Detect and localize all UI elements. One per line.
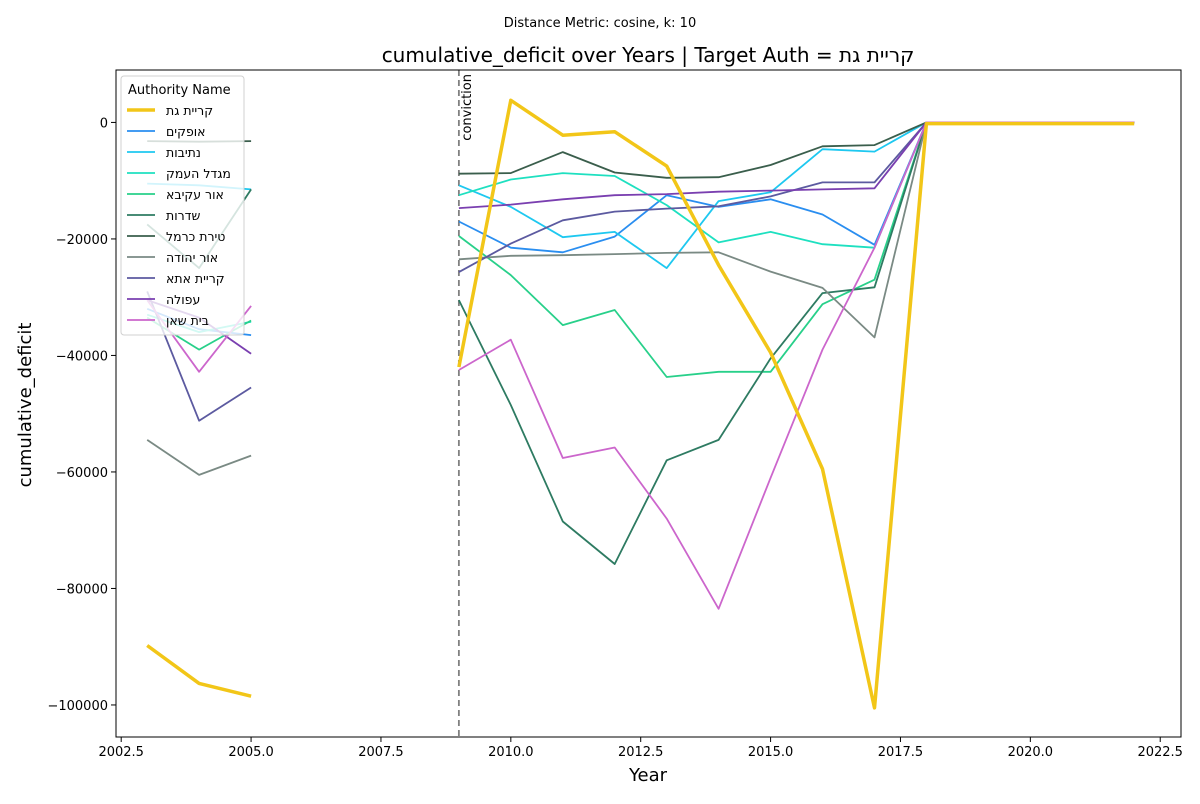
- legend-label: נתיבות: [166, 145, 201, 160]
- y-tick-label: −100000: [47, 699, 108, 714]
- x-tick-label: 2010.0: [488, 745, 534, 760]
- x-tick-label: 2002.5: [98, 745, 144, 760]
- legend-box: [120, 75, 245, 336]
- x-tick-label: 2022.5: [1137, 745, 1183, 760]
- axes-frame: [115, 69, 1182, 738]
- x-tick-label: 2020.0: [1008, 745, 1054, 760]
- x-tick-label: 2012.5: [618, 745, 664, 760]
- axes: 2002.5 2005.0 2007.5 2010.0 2012.5 2015.0 2017…: [47, 69, 1183, 760]
- legend-label: קריית גת: [166, 103, 213, 118]
- legend-label: טירת כרמל: [166, 229, 225, 244]
- conviction-label: conviction: [460, 74, 475, 141]
- x-tick-label: 2007.5: [358, 745, 404, 760]
- y-tick-label: −60000: [56, 466, 108, 481]
- legend-label: אופקים: [166, 124, 206, 139]
- y-tick-label: −80000: [56, 582, 108, 597]
- y-tick-label: −40000: [56, 349, 108, 364]
- y-tick-label: 0: [100, 116, 108, 131]
- legend-label: אור עקיבא: [166, 187, 224, 202]
- series-line-1-segment-1: [146, 644, 252, 698]
- x-tick-label: 2005.0: [228, 745, 274, 760]
- legend-label: עפולה: [166, 292, 200, 307]
- legend: Authority Name קריית גת אופקים נתיבות מגדל ה…: [120, 75, 245, 336]
- series-line-8-segment-1: [146, 439, 252, 476]
- x-tick-label: 2017.5: [878, 745, 924, 760]
- x-axis-label: Year: [628, 765, 668, 786]
- legend-label: אור יהודה: [166, 250, 218, 265]
- y-tick-label: −20000: [56, 233, 108, 248]
- legend-label: בית שאן: [166, 313, 209, 328]
- chart-title: cumulative_deficit over Years | Target A…: [382, 43, 915, 67]
- y-axis-label: cumulative_deficit: [15, 323, 36, 488]
- x-tick-label: 2015.0: [748, 745, 794, 760]
- legend-title: Authority Name: [128, 83, 231, 98]
- series-line-1-segment-2: [457, 98, 1135, 710]
- legend-label: מגדל העמק: [166, 166, 231, 181]
- chart-suptitle: Distance Metric: cosine, k: 10: [504, 16, 696, 31]
- legend-label: קריית אתא: [166, 271, 225, 286]
- legend-label: שדרות: [166, 208, 201, 223]
